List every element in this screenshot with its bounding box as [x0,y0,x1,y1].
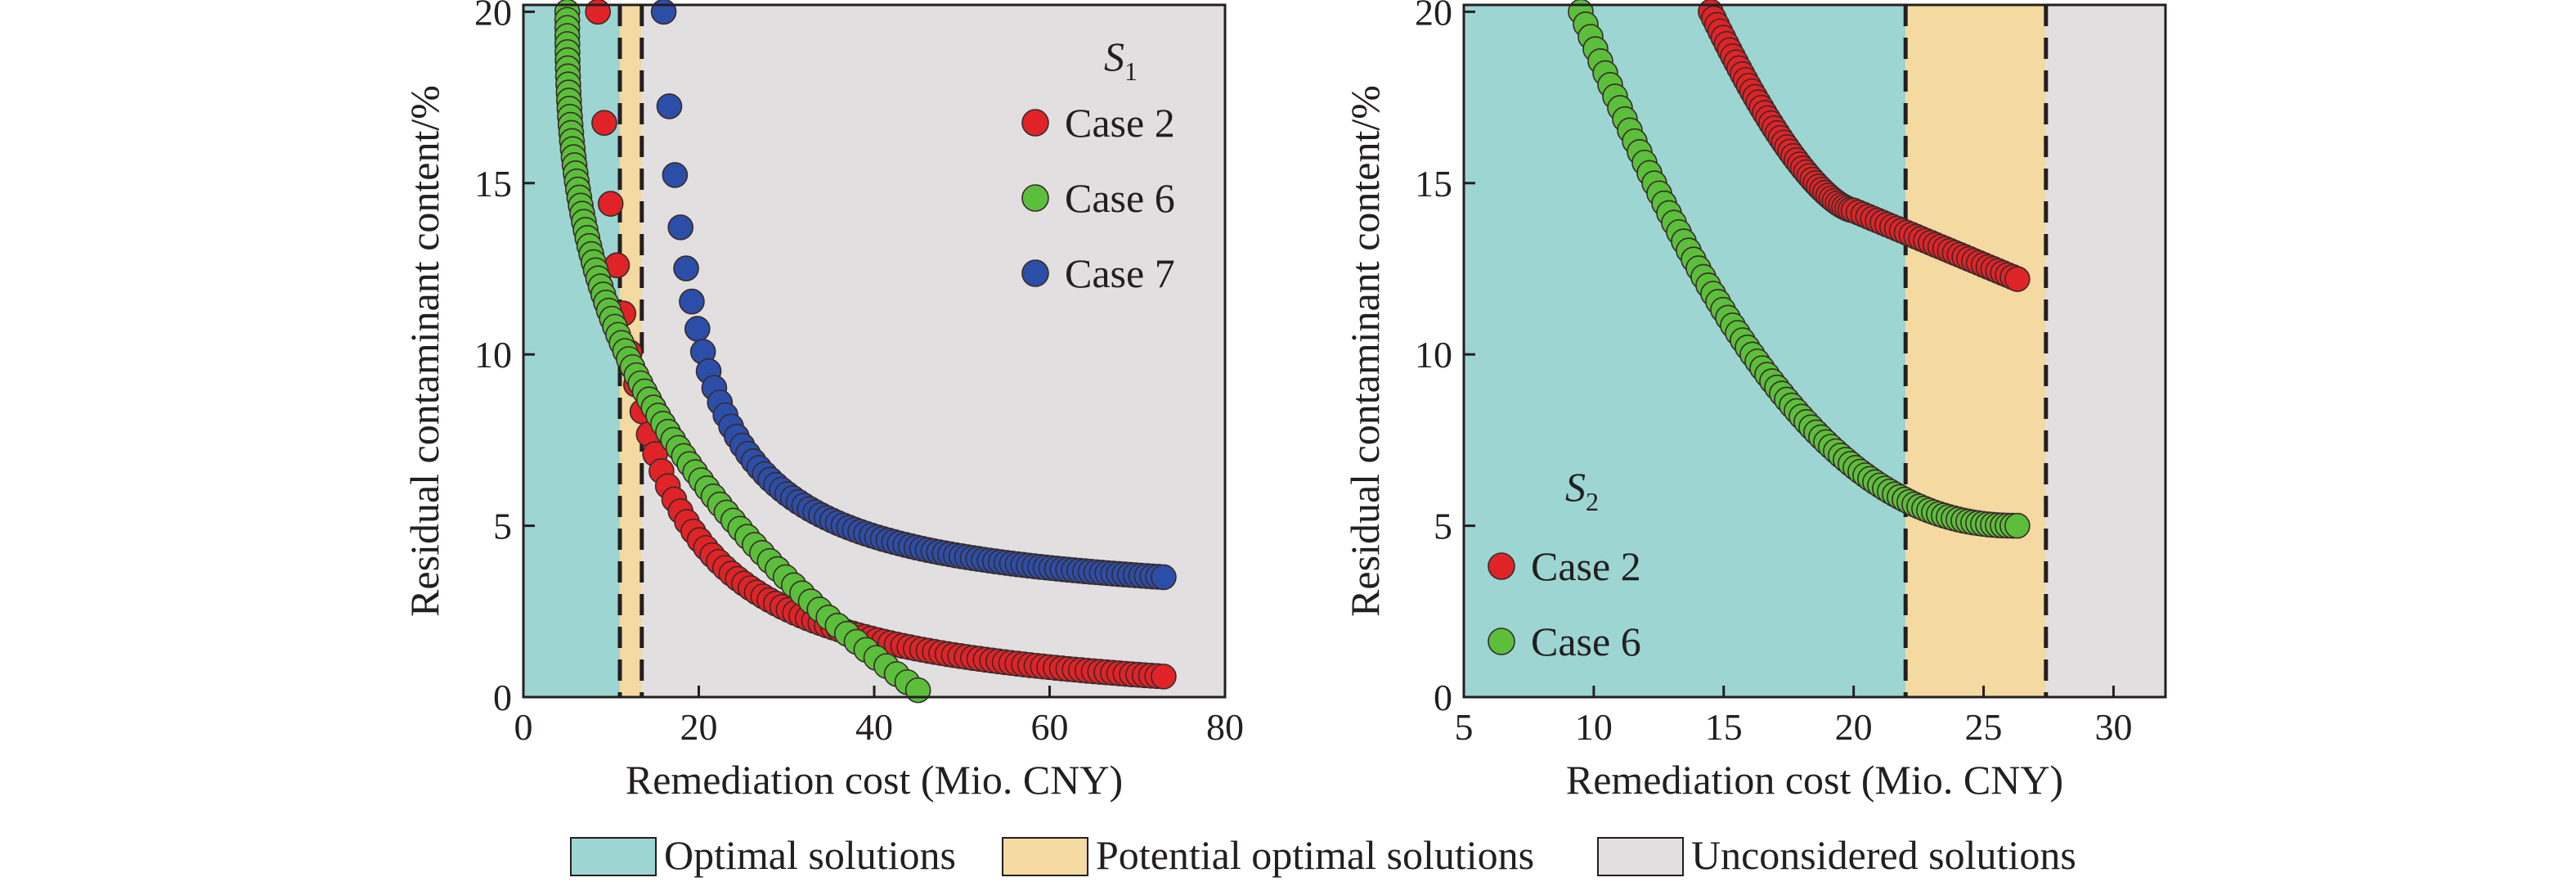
case-7-point [679,288,705,315]
x-tick-label: 15 [1705,706,1743,748]
y-axis-label: Residual contaminant content/% [402,85,447,617]
case-2-point [591,110,617,137]
regions [1464,5,2165,697]
optimal-swatch [570,837,657,876]
case-2-point [597,191,624,217]
x-tick-label: 0 [514,706,533,748]
unconsidered-swatch [1597,837,1684,876]
legend-title-letter: S [1104,34,1124,79]
potential-region [1905,5,2046,697]
x-tick-label: 5 [1455,706,1474,748]
x-tick-label: 20 [680,706,718,748]
case-6-legend-label: Case 6 [1065,175,1175,221]
case-2-point [2004,266,2031,292]
legend-title: S1 [1104,34,1138,86]
y-axis-label: Residual contaminant content/% [1342,85,1388,617]
case-2-point [585,0,611,25]
optimal-region [1464,5,1906,697]
legend: S1 Case 2 Case 6 Case 7 [1021,34,1175,296]
case-7-point [673,255,699,281]
x-tick-label: 20 [1835,706,1873,748]
case-2-legend-marker [1488,552,1515,580]
case-6-legend-marker [1021,184,1049,212]
case-7-point [650,0,677,25]
case-2-legend-marker [1021,109,1049,137]
plot-frame [1462,3,2167,699]
y-tick-label: 0 [1434,677,1452,718]
dashed-lines [1903,5,2049,697]
case-6-point [904,677,931,704]
y-tick-label: 10 [474,334,512,376]
x-tick-label: 80 [1206,706,1244,748]
legend-title-subscript: 1 [1124,56,1138,86]
legend-title-letter: S [1565,464,1586,510]
x-tick-label: 30 [2094,706,2132,748]
case-6-legend-label: Case 6 [1531,619,1641,664]
legend-title: S2 [1565,464,1599,516]
x-tick-label: 25 [1965,706,2003,748]
unconsidered-label: Unconsidered solutions [1691,832,2076,878]
y-tick-label: 20 [1415,0,1452,33]
x-ticks: 0 20 40 60 80 [514,686,1244,748]
case-2-point [1151,664,1177,690]
x-axis-label: Remediation cost (Mio. CNY) [626,757,1123,803]
data-points [554,0,1177,704]
case-2-legend-label: Case 2 [1065,100,1175,146]
potential-label: Potential optimal solutions [1096,832,1534,878]
x-ticks: 5 10 15 20 25 30 [1455,686,2132,748]
potential-swatch [1002,837,1088,876]
x-tick-label: 10 [1575,706,1613,748]
case-2-legend-label: Case 2 [1531,543,1641,589]
y-ticks: 0 5 10 15 20 [474,0,535,718]
legend: S2 Case 2 Case 6 [1488,464,1641,664]
data-points [1568,0,2031,539]
y-tick-label: 5 [493,506,512,547]
x-tick-label: 40 [855,706,893,748]
case-7-point [1151,564,1177,591]
y-tick-label: 5 [1434,506,1452,547]
case-6-point [2004,512,2031,539]
case-7-point [662,162,689,188]
legend-title-subscript: 2 [1586,487,1599,516]
region-legend: Optimal solutions Potential optimal solu… [570,832,2076,878]
case-7-point [684,316,711,342]
case-6-legend-marker [1488,628,1515,655]
case-7-point [667,214,694,241]
unconsidered-region [2045,5,2165,697]
case-7-legend-marker [1021,259,1049,287]
y-tick-label: 0 [493,677,512,718]
case-7-legend-label: Case 7 [1065,250,1175,296]
x-axis-label: Remediation cost (Mio. CNY) [1566,757,2063,803]
y-tick-label: 15 [474,163,512,205]
optimal-label: Optimal solutions [664,832,956,878]
y-tick-label: 20 [474,0,512,33]
y-tick-label: 10 [1415,334,1452,376]
x-tick-label: 60 [1031,706,1069,748]
panel-s1: 0 20 40 60 80 0 5 10 15 20 Remediation cost (Mio… [402,0,1244,803]
y-tick-label: 15 [1415,163,1452,205]
case-7-point [656,93,683,119]
y-ticks: 0 5 10 15 20 [1415,0,1475,718]
